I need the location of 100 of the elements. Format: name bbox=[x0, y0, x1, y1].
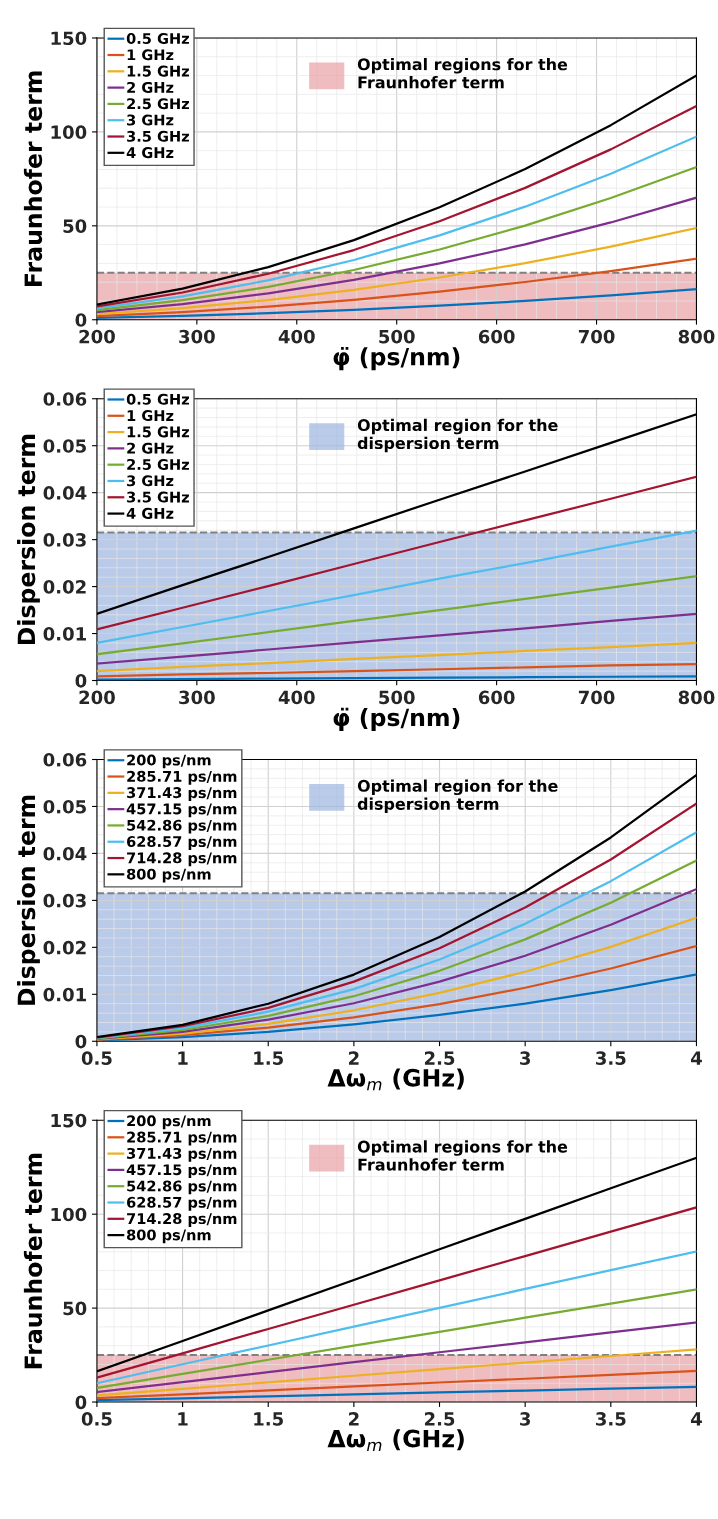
x-tick-label: 4 bbox=[690, 1412, 702, 1426]
legend-label: 1 GHz bbox=[127, 49, 174, 61]
y-tick-label: 100 bbox=[51, 125, 87, 140]
legend-label: 628.57 ps/nm bbox=[127, 1196, 237, 1211]
legend-label: 3.5 GHz bbox=[127, 130, 189, 142]
x-tick-label: 500 bbox=[379, 329, 415, 344]
y-tick-label: 0 bbox=[75, 1034, 87, 1049]
legend-label: 1.5 GHz bbox=[127, 426, 189, 438]
x-tick-label: 2.5 bbox=[424, 1412, 455, 1426]
legend-label: 0.5 GHz bbox=[126, 32, 189, 45]
line-series bbox=[96, 165, 697, 312]
line-series bbox=[96, 1288, 697, 1390]
x-tick-label: 300 bbox=[179, 329, 215, 344]
x-tick-label: 400 bbox=[278, 690, 315, 705]
legend-label: 371.43 ps/nm bbox=[127, 787, 237, 801]
x-tick-label: 3.5 bbox=[596, 1051, 626, 1065]
line-series bbox=[96, 529, 697, 645]
x-axis-title: Δω$_{m}$ (GHz) bbox=[327, 1068, 464, 1091]
legend-label: 0.5 GHz bbox=[126, 393, 189, 405]
legend-label: 542.86 ps/nm bbox=[127, 1180, 237, 1195]
x-tick-label: 300 bbox=[179, 690, 215, 705]
x-tick-label: 1 bbox=[178, 1051, 188, 1065]
y-axis-title: Fraunhofer term bbox=[23, 1153, 43, 1369]
y-tick-label: 0.06 bbox=[43, 752, 87, 767]
legend-label: 800 ps/nm bbox=[126, 1229, 211, 1244]
x-tick-label: 0.5 bbox=[81, 1412, 112, 1426]
legend-label: 200 ps/nm bbox=[127, 754, 211, 769]
x-tick-label: 2.5 bbox=[424, 1051, 455, 1065]
y-tick-label: 0.05 bbox=[43, 799, 86, 814]
legend-label: 285.71 ps/nm bbox=[127, 770, 237, 785]
legend-label: 3 GHz bbox=[127, 114, 174, 126]
x-tick-label: 600 bbox=[478, 329, 515, 344]
x-tick-label: 3.5 bbox=[596, 1412, 626, 1426]
x-tick-label: 800 bbox=[678, 329, 715, 344]
legend-label: 800 ps/nm bbox=[126, 868, 211, 883]
legend-label: 714.28 ps/nm bbox=[127, 1213, 237, 1227]
line-series bbox=[96, 612, 697, 665]
y-tick-label: 0.02 bbox=[43, 940, 86, 955]
y-tick-label: 50 bbox=[63, 219, 87, 233]
x-tick-label: 200 bbox=[79, 329, 115, 344]
y-tick-label: 0 bbox=[75, 673, 87, 688]
legend-label: 542.86 ps/nm bbox=[127, 819, 237, 834]
legend-label: 4 GHz bbox=[126, 507, 174, 519]
legend-label: 3.5 GHz bbox=[127, 491, 189, 503]
x-axis-title: Δω$_{m}$ (GHz) bbox=[327, 1429, 464, 1452]
line-series bbox=[96, 575, 697, 656]
x-tick-label: 700 bbox=[578, 329, 615, 344]
y-tick-label: 0.04 bbox=[43, 486, 87, 500]
y-tick-label: 0.02 bbox=[43, 580, 86, 594]
y-axis-title: Dispersion term bbox=[17, 795, 40, 1005]
line-series bbox=[96, 1321, 697, 1394]
x-tick-label: 1.5 bbox=[254, 1051, 283, 1065]
y-tick-label: 150 bbox=[51, 31, 87, 46]
line-series bbox=[96, 226, 697, 316]
x-tick-label: 600 bbox=[478, 690, 515, 705]
legend-label: 714.28 ps/nm bbox=[127, 852, 237, 867]
legend-label: 2.5 GHz bbox=[127, 458, 189, 470]
x-tick-label: 200 bbox=[79, 690, 115, 705]
y-tick-label: 0 bbox=[75, 313, 87, 327]
line-series bbox=[96, 196, 697, 314]
y-tick-label: 0.05 bbox=[43, 439, 86, 453]
x-tick-label: 400 bbox=[278, 329, 315, 344]
legend-label: 371.43 ps/nm bbox=[127, 1147, 237, 1162]
legend-label: 457.15 ps/nm bbox=[126, 1164, 237, 1179]
legend-label: 2 GHz bbox=[127, 442, 174, 454]
legend-label: 2 GHz bbox=[127, 81, 174, 93]
y-tick-label: 0.01 bbox=[43, 627, 86, 641]
x-tick-label: 1 bbox=[178, 1412, 188, 1426]
legend-label: Optimal regions for the Fraunhofer term bbox=[357, 57, 568, 89]
y-tick-label: 100 bbox=[51, 1207, 87, 1222]
y-tick-label: 0 bbox=[75, 1395, 87, 1410]
x-tick-label: 800 bbox=[678, 690, 715, 705]
y-axis-title: Fraunhofer term bbox=[23, 71, 43, 286]
line-series bbox=[96, 1250, 697, 1385]
legend-label: Optimal region for the dispersion term bbox=[357, 418, 558, 453]
y-tick-label: 0.06 bbox=[43, 392, 87, 406]
legend-label: 200 ps/nm bbox=[127, 1115, 211, 1130]
legend-label: Optimal region for the dispersion term bbox=[357, 779, 558, 813]
legend-label: 1.5 GHz bbox=[127, 65, 189, 77]
line-series bbox=[96, 641, 697, 673]
legend-label: 1 GHz bbox=[127, 410, 174, 422]
legend-label: 628.57 ps/nm bbox=[127, 836, 237, 850]
y-tick-label: 0.01 bbox=[43, 987, 86, 1002]
x-tick-label: 2 bbox=[349, 1051, 359, 1065]
y-tick-label: 150 bbox=[51, 1113, 87, 1128]
legend-label: 3 GHz bbox=[127, 475, 174, 487]
x-tick-label: 4 bbox=[690, 1051, 702, 1065]
legend-label: 457.15 ps/nm bbox=[126, 803, 237, 818]
x-tick-label: 1.5 bbox=[254, 1412, 283, 1426]
line-series bbox=[96, 475, 697, 631]
legend-label: Optimal regions for the Fraunhofer term bbox=[357, 1140, 568, 1171]
line-series bbox=[96, 662, 697, 678]
x-tick-label: 500 bbox=[379, 690, 415, 705]
line-series bbox=[96, 1348, 697, 1397]
legend-label: 4 GHz bbox=[126, 147, 174, 159]
y-axis-title: Dispersion term bbox=[17, 434, 40, 645]
x-tick-label: 3 bbox=[520, 1412, 531, 1426]
y-tick-label: 0.04 bbox=[43, 846, 87, 861]
y-tick-label: 0.03 bbox=[43, 533, 86, 547]
y-tick-label: 0.03 bbox=[43, 893, 86, 908]
